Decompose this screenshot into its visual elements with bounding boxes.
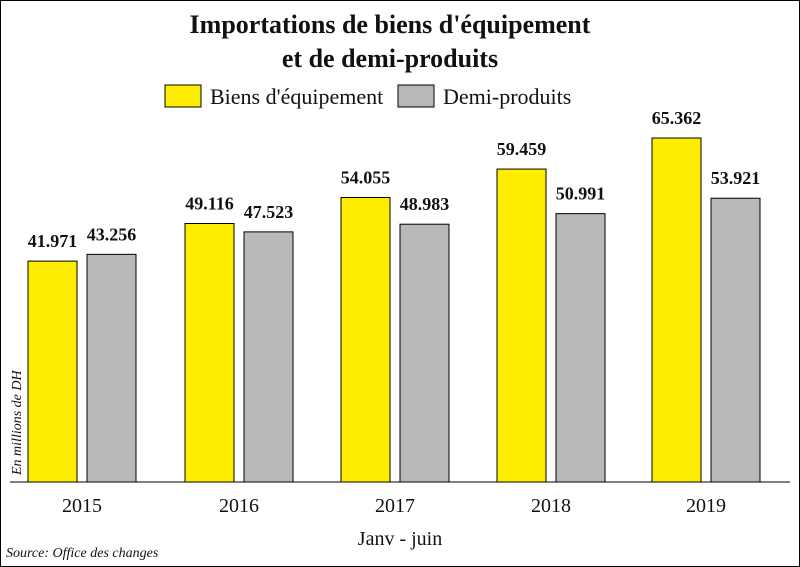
- bar-biens-2017: [340, 197, 391, 483]
- legend-label-demi: Demi-produits: [443, 84, 571, 109]
- chart-title-line-1: Importations de biens d'équipement: [190, 10, 591, 39]
- source-note: Source: Office des changes: [6, 546, 159, 561]
- bar-demi-2017: [399, 223, 450, 483]
- data-label-biens-2017: 54.055: [341, 168, 391, 188]
- legend-label-biens: Biens d'équipement: [210, 84, 383, 109]
- x-tick-label-2016: 2016: [219, 495, 259, 517]
- data-label-demi-2016: 47.523: [244, 202, 294, 222]
- data-label-biens-2016: 49.116: [185, 194, 234, 214]
- data-label-demi-2017: 48.983: [400, 194, 450, 214]
- y-axis-label: En millions de DH: [10, 370, 25, 476]
- bar-biens-2019: [651, 137, 702, 483]
- bar-demi-2018: [555, 213, 606, 483]
- legend-swatch-biens: [164, 84, 202, 108]
- x-tick-label-2017: 2017: [375, 495, 415, 517]
- x-tick-label-2015: 2015: [62, 495, 102, 517]
- data-label-biens-2019: 65.362: [652, 108, 702, 128]
- legend-swatch-demi: [397, 84, 435, 108]
- x-tick-label-2018: 2018: [531, 495, 571, 517]
- data-label-demi-2019: 53.921: [711, 168, 761, 188]
- data-label-demi-2015: 43.256: [87, 224, 137, 244]
- x-axis-label: Janv - juin: [358, 528, 442, 550]
- data-label-biens-2015: 41.971: [28, 231, 78, 251]
- data-label-biens-2018: 59.459: [497, 139, 547, 159]
- bar-demi-2016: [243, 231, 294, 483]
- bars-group: 41.971 43.256 49.116 47.523 54.055 48.983 59.4…: [27, 108, 761, 483]
- bar-biens-2016: [184, 223, 235, 483]
- x-tick-label-2019: 2019: [686, 495, 726, 517]
- data-label-demi-2018: 50.991: [556, 184, 606, 204]
- bar-biens-2015: [27, 260, 78, 483]
- bar-demi-2015: [86, 253, 137, 483]
- bar-demi-2019: [710, 197, 761, 483]
- chart-title-line-2: et de demi-produits: [282, 44, 498, 73]
- bar-biens-2018: [496, 168, 547, 483]
- x-tick-labels: 2015 2016 2017 2018 2019: [62, 495, 726, 517]
